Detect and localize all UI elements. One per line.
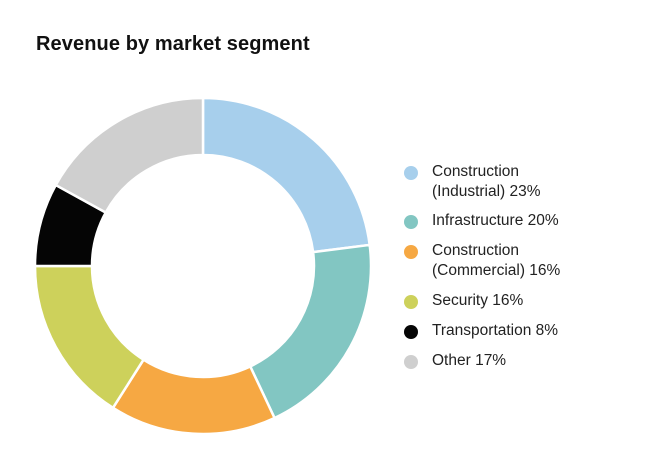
legend-label: Infrastructure 20% [432, 212, 559, 229]
legend-label: Transportation 8% [432, 322, 559, 339]
legend-item-security: Security 16% [404, 291, 654, 311]
legend-swatch [404, 215, 418, 229]
legend-label: Construction (Commercial) 16% [432, 242, 561, 279]
legend-label: Construction (Industrial) 23% [432, 163, 541, 200]
legend-item-construction-commercial: Construction (Commercial) 16% [404, 241, 654, 281]
legend-item-other: Other 17% [404, 351, 654, 371]
legend-swatch [404, 295, 418, 309]
slice-infrastructure [248, 243, 373, 420]
legend-label: Other 17% [432, 352, 507, 369]
legend-item-construction-industrial: Construction (Industrial) 23% [404, 162, 654, 202]
slice-other [54, 96, 205, 215]
slice-security [33, 264, 146, 410]
legend-item-transportation: Transportation 8% [404, 321, 654, 341]
legend-label: Security 16% [432, 292, 524, 309]
legend-swatch [404, 325, 418, 339]
legend-swatch [404, 355, 418, 369]
legend-swatch [404, 166, 418, 180]
legend: Construction (Industrial) 23% Infrastruc… [404, 162, 654, 371]
slice-construction-industrial [201, 96, 372, 254]
chart-title: Revenue by market segment [36, 33, 310, 55]
legend-swatch [404, 245, 418, 259]
legend-item-infrastructure: Infrastructure 20% [404, 211, 654, 231]
